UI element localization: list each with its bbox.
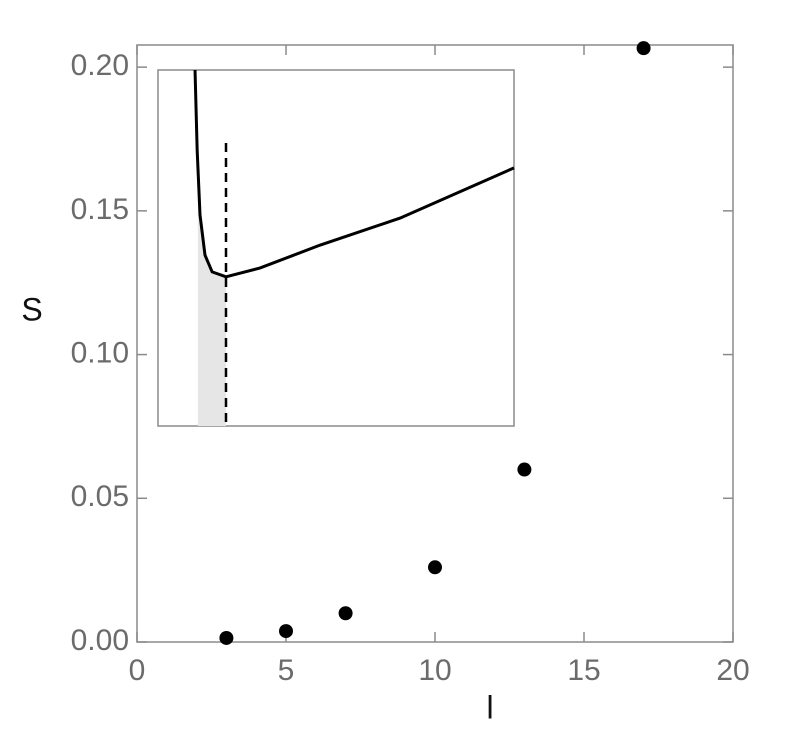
y-tick-label: 0.20 — [71, 49, 129, 82]
point — [219, 630, 234, 645]
point — [338, 606, 353, 621]
y-axis-label: S — [21, 291, 42, 327]
shaded-region — [197, 166, 226, 426]
y-tick-label: 0.05 — [71, 480, 129, 513]
x-tick-label: 10 — [418, 654, 451, 687]
x-tick-label: 20 — [716, 654, 749, 687]
x-axis-label: l — [486, 689, 493, 725]
inset-background — [157, 69, 515, 427]
x-tick-label: 15 — [567, 654, 600, 687]
curve — [193, 69, 515, 279]
point — [636, 41, 651, 56]
y-tick-label: 0.15 — [71, 193, 129, 226]
point — [279, 624, 293, 639]
point — [428, 560, 442, 575]
point — [517, 462, 532, 477]
y-tick-label: 0.00 — [71, 624, 129, 657]
x-tick-label: 5 — [278, 654, 295, 687]
x-tick-label: 0 — [129, 654, 146, 687]
y-tick-label: 0.10 — [71, 336, 129, 369]
